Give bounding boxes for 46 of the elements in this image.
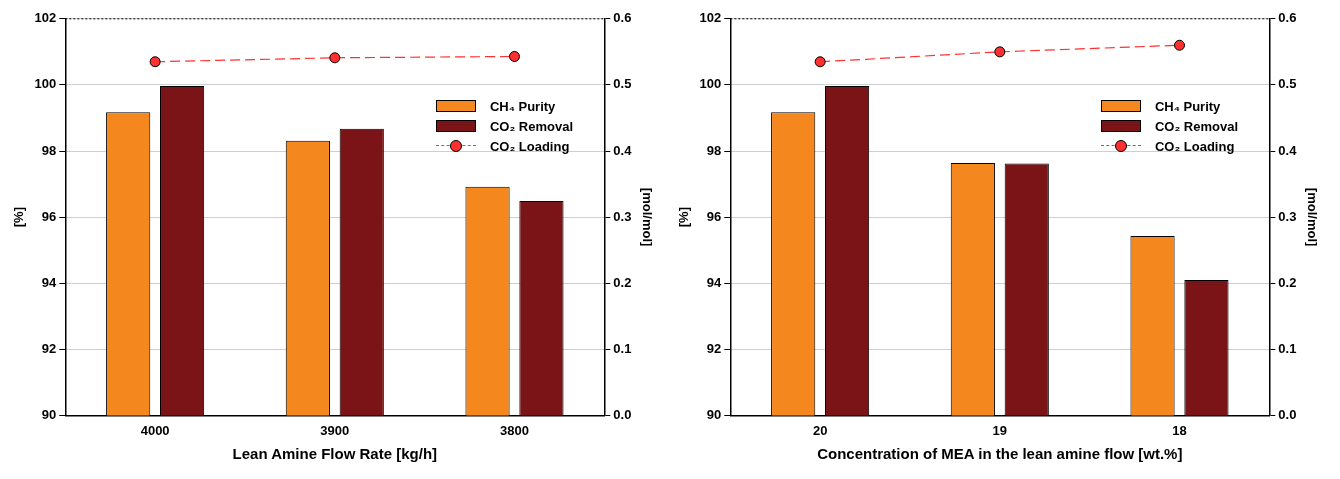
y2-tick-label: 0.4	[613, 142, 633, 158]
y-tick-label: 90	[41, 406, 57, 422]
y-tick-label: 98	[41, 142, 57, 158]
y-tick-label: 92	[706, 340, 722, 356]
y2-axis-title: [mol/mol]	[639, 187, 655, 247]
y-tick-label: 100	[34, 76, 57, 92]
y2-tick-label: 0.4	[1278, 142, 1298, 158]
y-tick-label: 96	[41, 208, 57, 224]
y2-tick-label: 0.6	[1278, 10, 1297, 26]
y-tick-label: 96	[706, 208, 722, 224]
y2-tick-label: 0.1	[1278, 340, 1297, 356]
y-tick-label: 102	[699, 10, 722, 26]
legend-label: CO₂ Removal	[489, 118, 573, 134]
x-axis-title: Lean Amine Flow Rate [kg/h]	[232, 445, 438, 463]
y-axis-title: [%]	[676, 206, 692, 228]
y2-tick-label: 0.0	[613, 406, 632, 422]
y-tick-label: 90	[706, 406, 722, 422]
x-tick-label: 18	[1172, 422, 1187, 438]
y-tick-label: 94	[706, 274, 723, 290]
legend-label: CH₄ Purity	[1154, 98, 1221, 114]
y2-axis-title: [mol/mol]	[1304, 187, 1320, 247]
y2-tick-label: 0.6	[613, 10, 632, 26]
x-tick-label: 4000	[140, 422, 170, 438]
y-tick-label: 94	[41, 274, 58, 290]
y2-tick-label: 0.2	[613, 274, 632, 290]
x-tick-label: 19	[992, 422, 1008, 438]
x-tick-label: 3800	[500, 422, 529, 438]
legend-label: CO₂ Loading	[489, 138, 570, 154]
y2-tick-label: 0.5	[613, 76, 632, 92]
x-axis-title: Concentration of MEA in the lean amine flow [wt.%]	[817, 445, 1183, 463]
y-axis-title: [%]	[11, 206, 27, 228]
y2-tick-label: 0.3	[1278, 208, 1297, 224]
legend-label: CH₄ Purity	[489, 98, 556, 114]
y-tick-label: 98	[706, 142, 722, 158]
x-tick-label: 3900	[320, 422, 350, 438]
y-tick-label: 92	[41, 340, 57, 356]
y2-tick-label: 0.0	[1278, 406, 1297, 422]
x-tick-label: 20	[812, 422, 828, 438]
y2-tick-label: 0.1	[613, 340, 632, 356]
y-tick-label: 100	[699, 76, 722, 92]
legend-label: CO₂ Removal	[1154, 118, 1238, 134]
y-tick-label: 102	[34, 10, 57, 26]
legend-label: CO₂ Loading	[1154, 138, 1235, 154]
y2-tick-label: 0.3	[613, 208, 632, 224]
y2-tick-label: 0.5	[1278, 76, 1297, 92]
y2-tick-label: 0.2	[1278, 274, 1297, 290]
